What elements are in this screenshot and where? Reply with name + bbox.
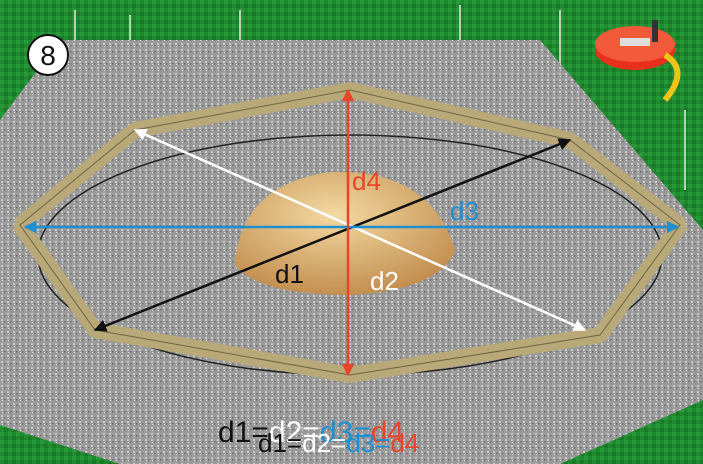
tape-measure-icon	[595, 20, 681, 102]
wood-frame-edge	[19, 89, 681, 376]
formula-part: d4	[390, 428, 419, 458]
formula-part: d1	[218, 416, 251, 449]
formula-part: =	[353, 416, 371, 449]
step-badge	[27, 34, 69, 76]
formula-part: d2	[302, 428, 331, 458]
label-d2: d2	[370, 266, 399, 296]
formula: d1=d2=d3=d4	[218, 416, 404, 449]
formula-part: d4	[371, 416, 404, 449]
formula-part: d3	[320, 416, 353, 449]
step-number: 8	[40, 40, 56, 71]
formula-part: =	[287, 428, 302, 458]
formula-part: d3	[346, 428, 375, 458]
label-d4: d4	[352, 166, 381, 196]
label-d1: d1	[275, 259, 304, 289]
formula-part: =	[331, 428, 346, 458]
formula-part: d2	[269, 416, 302, 449]
formula-shadow: d1=d2=d3=d4	[258, 428, 419, 458]
formula-part: =	[302, 416, 320, 449]
label-d3: d3	[450, 196, 479, 226]
formula-part: =	[375, 428, 390, 458]
formula-part: d1	[258, 428, 287, 458]
formula-part: =	[251, 416, 269, 449]
